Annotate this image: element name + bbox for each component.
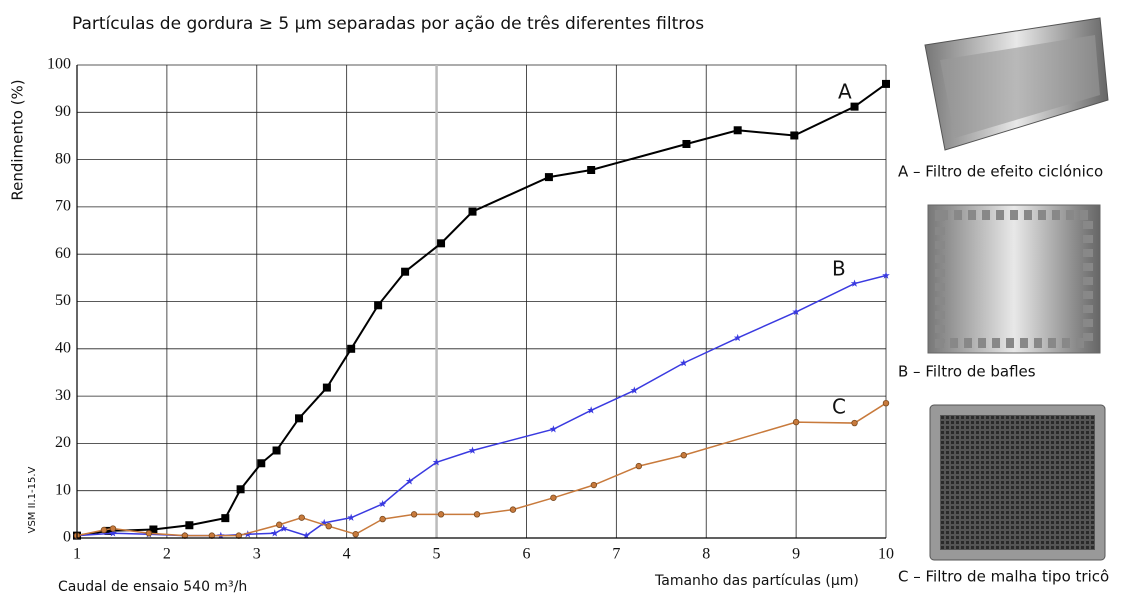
marker (380, 516, 386, 522)
x-tick-label: 4 (343, 546, 351, 563)
x-tick-label: 1 (73, 546, 81, 563)
marker (401, 268, 409, 276)
marker (347, 345, 355, 353)
x-tick-label: 5 (433, 546, 441, 563)
legend-text: C – Filtro de malha tipo tricô (898, 568, 1109, 586)
marker (852, 420, 858, 426)
x-tick-label: 7 (612, 546, 620, 563)
marker (221, 514, 229, 522)
marker (146, 530, 152, 536)
marker (437, 239, 445, 247)
filter-photo (928, 205, 1100, 353)
filter-photo (930, 405, 1105, 560)
chart-title: Partículas de gordura ≥ 5 µm separadas p… (72, 14, 704, 34)
marker (551, 495, 557, 501)
series-line (77, 84, 886, 536)
y-tick-label: 40 (55, 339, 71, 356)
y-tick-label: 100 (47, 56, 71, 73)
marker (510, 507, 516, 513)
note: Caudal de ensaio 540 m³/h (58, 579, 247, 595)
marker (545, 173, 553, 181)
marker (299, 515, 305, 521)
y-tick-label: 0 (63, 529, 71, 546)
marker (591, 482, 597, 488)
chart: Partículas de gordura ≥ 5 µm separadas p… (0, 0, 1141, 597)
marker (474, 512, 480, 518)
marker (326, 523, 332, 529)
x-tick-label: 9 (792, 546, 800, 563)
series-line (77, 403, 886, 535)
marker (681, 452, 687, 458)
filter-photo (925, 18, 1108, 150)
y-tick-label: 80 (55, 150, 71, 167)
marker (271, 529, 279, 536)
x-tick-label: 10 (878, 546, 894, 563)
x-axis-label: Tamanho das partículas (µm) (654, 573, 859, 589)
series-label: A (838, 80, 852, 104)
marker (469, 446, 477, 453)
marker (101, 527, 107, 533)
series-line (77, 275, 886, 535)
marker (273, 446, 281, 454)
marker (347, 514, 355, 521)
y-tick-label: 70 (55, 198, 71, 215)
marker (882, 80, 890, 88)
marker (237, 485, 245, 493)
y-tick-label: 10 (55, 481, 71, 498)
y-tick-label: 90 (55, 103, 71, 120)
marker (734, 126, 742, 134)
marker (734, 334, 742, 341)
x-tick-label: 3 (253, 546, 261, 563)
marker (438, 512, 444, 518)
legend-text: A – Filtro de efeito ciclónico (898, 163, 1103, 181)
marker (276, 522, 282, 528)
marker (790, 131, 798, 139)
marker (631, 386, 639, 393)
marker (411, 512, 417, 518)
y-tick-label: 30 (55, 387, 71, 404)
x-tick-label: 2 (163, 546, 171, 563)
marker (110, 526, 116, 532)
marker (353, 531, 359, 537)
series-label: C (832, 395, 846, 419)
marker (469, 208, 477, 216)
plot-area: 0 10 20 30 40 50 60 70 80 90 100 1 2 3 4 5 6 7 8 9 10 (47, 56, 894, 563)
legend-text: B – Filtro de bafles (898, 363, 1036, 381)
marker (851, 103, 859, 111)
y-tick-label: 60 (55, 245, 71, 262)
marker (851, 280, 859, 287)
marker (257, 459, 265, 467)
marker (682, 140, 690, 148)
marker (883, 400, 889, 406)
marker (185, 521, 193, 529)
y-axis-label: Rendimento (%) (9, 79, 27, 200)
y-tick-label: 20 (55, 434, 71, 451)
marker (587, 166, 595, 174)
series-label: B (832, 257, 846, 281)
code: VSM II.1-15.V (27, 466, 38, 533)
marker (550, 425, 558, 432)
x-tick-label: 6 (522, 546, 530, 563)
marker (793, 419, 799, 425)
marker (295, 414, 303, 422)
y-tick-label: 50 (55, 292, 71, 309)
marker (636, 463, 642, 469)
marker (374, 301, 382, 309)
marker (323, 384, 331, 392)
x-tick-label: 8 (702, 546, 710, 563)
